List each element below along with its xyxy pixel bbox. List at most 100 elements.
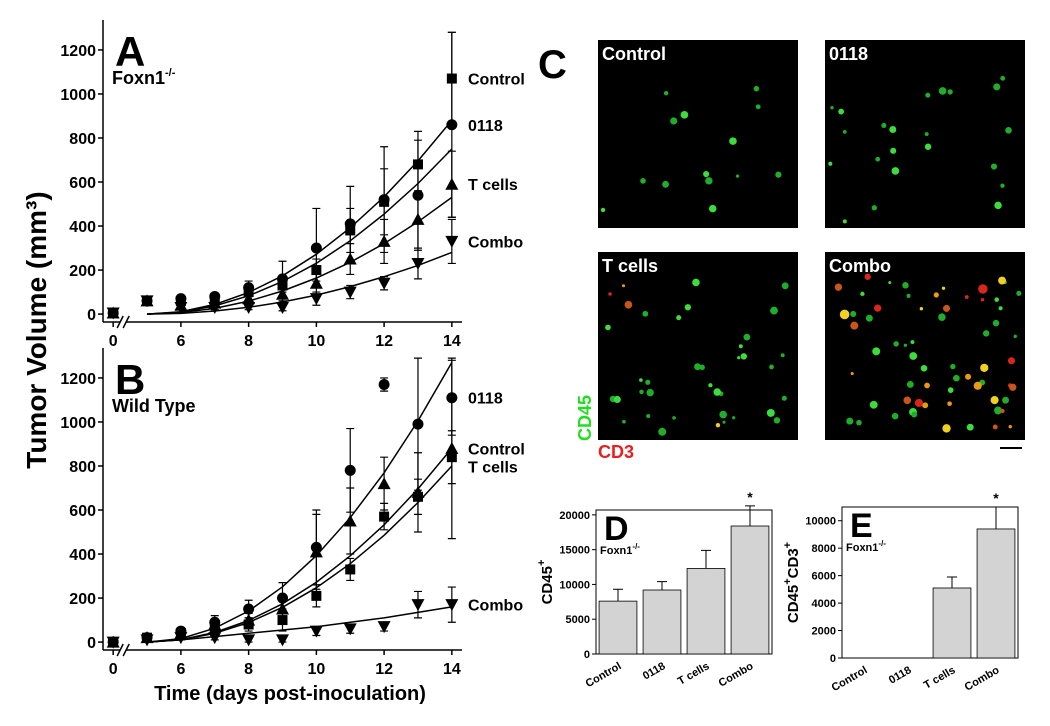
cell — [846, 417, 854, 425]
legend-label: 0118 — [468, 391, 503, 408]
data-point — [208, 301, 222, 314]
data-point — [311, 590, 322, 601]
cell — [889, 126, 897, 133]
cell — [775, 171, 782, 178]
data-point — [377, 234, 391, 247]
x-tick-label: Control — [830, 664, 870, 694]
cell — [842, 219, 847, 224]
data-point — [411, 599, 425, 612]
annotation-text: Foxn1 — [600, 545, 632, 557]
cell — [919, 307, 924, 311]
cell — [780, 353, 785, 358]
cell — [860, 291, 865, 297]
x-tick-label: 10 — [307, 333, 325, 350]
cell — [828, 161, 833, 166]
data-point — [344, 464, 356, 476]
cell — [992, 424, 998, 430]
data-point — [242, 301, 256, 314]
y-axis-title: Tumor Volume (mm³) — [21, 191, 52, 468]
data-point — [309, 625, 323, 638]
cell — [769, 364, 774, 370]
y-tick-label: 4000 — [812, 598, 836, 610]
micrograph — [825, 252, 1025, 440]
x-axis-title: Time (days post-inoculation) — [154, 683, 426, 705]
y-axis-title-text: CD45 — [539, 566, 556, 604]
y-tick-label: 6000 — [812, 571, 836, 583]
cell — [992, 319, 1000, 327]
bar — [976, 528, 1016, 659]
fit-curve — [146, 606, 452, 643]
data-point — [174, 301, 188, 314]
fit-curve — [146, 148, 453, 315]
panel-letter: A — [115, 28, 145, 75]
cell — [953, 374, 960, 382]
y-axis-title-text: CD45 — [785, 585, 802, 623]
cell — [865, 314, 873, 322]
cell — [922, 402, 929, 409]
cell — [670, 117, 678, 125]
y-tick-label: 1000 — [60, 415, 96, 432]
plot-frame — [595, 509, 773, 655]
annotation: Foxn1-/- — [112, 67, 176, 88]
cell — [842, 129, 847, 134]
cell — [850, 321, 859, 330]
data-point — [379, 511, 390, 522]
fit-curve — [146, 251, 453, 315]
cell — [890, 147, 897, 154]
cell — [947, 89, 953, 95]
x-tick-label: 10 — [307, 661, 325, 678]
cell — [902, 282, 909, 289]
data-point — [243, 603, 255, 615]
legend-label: Combo — [468, 234, 523, 251]
cell — [938, 87, 947, 95]
data-point — [209, 623, 220, 634]
y-tick-label: 1000 — [60, 87, 96, 104]
image-label: Control — [602, 44, 666, 64]
cell — [965, 373, 972, 380]
cell — [982, 330, 990, 337]
cell — [998, 306, 1003, 311]
cell — [705, 177, 713, 185]
cell — [646, 388, 654, 397]
cell — [732, 416, 736, 420]
cell — [966, 423, 974, 431]
data-point — [243, 619, 254, 630]
cell — [993, 83, 1001, 91]
y-tick-label: 800 — [69, 459, 96, 476]
error-bar — [701, 549, 711, 569]
annotation-text: Foxn1 — [112, 68, 165, 88]
cell — [646, 413, 651, 419]
y-axis-title-sup: + — [782, 542, 794, 548]
annotation: Wild Type — [112, 396, 196, 416]
cell — [911, 411, 918, 418]
y-axis-title-sup: + — [782, 578, 794, 584]
data-point — [309, 545, 323, 558]
y-axis-title: CD45+ — [536, 560, 556, 605]
y-tick-label: 15000 — [559, 545, 590, 557]
data-point — [276, 287, 289, 300]
cell — [871, 205, 877, 211]
fit-curve — [146, 119, 453, 315]
data-point — [411, 257, 425, 270]
cell — [753, 85, 760, 92]
data-point — [310, 242, 322, 254]
cell — [947, 387, 954, 393]
cell — [737, 356, 741, 360]
cell — [1007, 357, 1016, 365]
cell — [743, 333, 751, 341]
data-point — [343, 623, 357, 636]
data-point — [276, 634, 289, 647]
cell — [1009, 383, 1017, 391]
legend-label: Control — [468, 441, 525, 458]
cell — [942, 424, 951, 433]
cell — [624, 300, 633, 309]
plot-frame — [841, 506, 1019, 659]
data-point — [378, 379, 390, 391]
cell — [639, 389, 644, 395]
x-tick-label: T cells — [922, 664, 958, 692]
cell — [973, 381, 982, 390]
panel-letter: B — [115, 356, 145, 403]
panel-letter: E — [850, 507, 873, 545]
cell — [893, 341, 899, 347]
x-tick-label: 0 — [109, 333, 118, 350]
